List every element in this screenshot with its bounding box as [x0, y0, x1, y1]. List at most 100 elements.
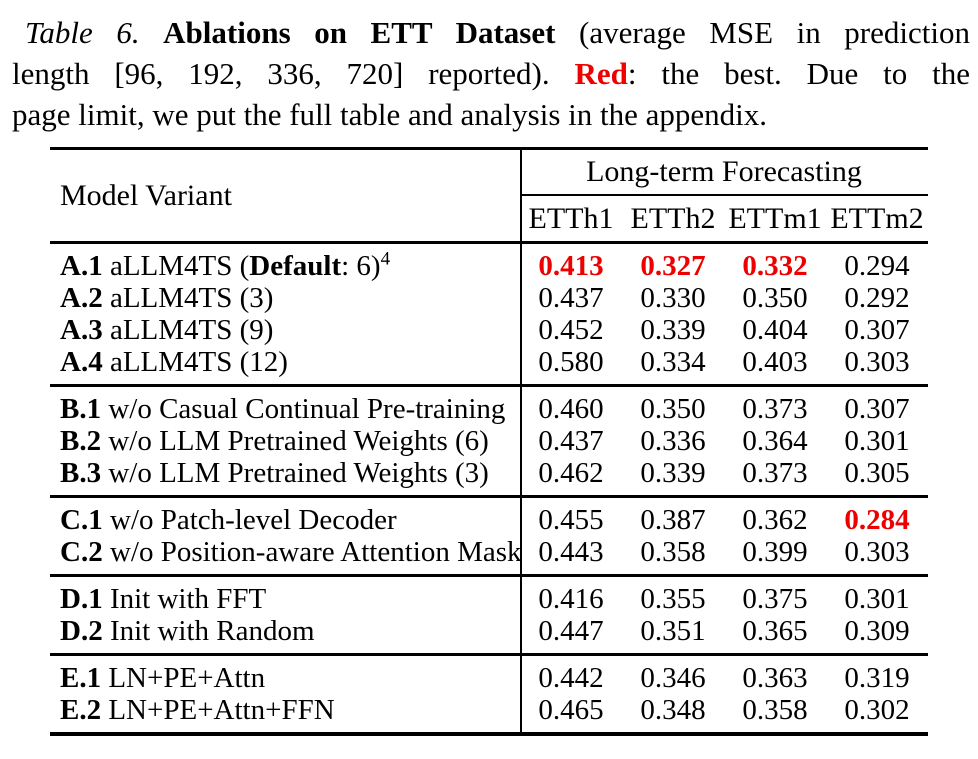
row-id: C.2	[60, 535, 103, 568]
table-group-C: C.1 w/o Patch-level Decoder 0.455 0.387 0.3…	[50, 495, 928, 574]
row-id: B.2	[60, 424, 102, 457]
row-label: C.1 w/o Patch-level Decoder	[50, 504, 520, 537]
mse-value: 0.404	[742, 313, 808, 346]
row-label: B.2 w/o LLM Pretrained Weights (6)	[50, 425, 520, 458]
mse-value: 0.413	[538, 249, 604, 282]
table-group-A: A.1 aLLM4TS (Default: 6)4 0.413 0.327 0.332…	[50, 241, 928, 384]
row-label-text: : 6)	[341, 249, 381, 282]
mse-value: 0.399	[742, 535, 808, 568]
row-label: C.2 w/o Position-aware Attention Mask	[50, 535, 522, 569]
row-label-text: LN+PE+Attn	[101, 661, 266, 694]
mse-value: 0.319	[844, 661, 910, 694]
mse-value: 0.443	[538, 535, 604, 568]
row-label-text: aLLM4TS (3)	[102, 281, 274, 314]
table-row: D.1 Init with FFT 0.416 0.355 0.375 0.301	[50, 583, 928, 615]
table-row: A.2 aLLM4TS (3) 0.437 0.330 0.350 0.292	[50, 282, 928, 314]
mse-value: 0.437	[538, 424, 604, 457]
row-label-text: Init with Random	[102, 614, 315, 647]
mse-value: 0.348	[640, 693, 706, 726]
mse-value: 0.455	[538, 503, 604, 536]
mse-value: 0.307	[844, 392, 910, 425]
table-row: A.1 aLLM4TS (Default: 6)4 0.413 0.327 0.332…	[50, 249, 928, 283]
table-row: B.1 w/o Casual Continual Pre-training 0.4…	[50, 393, 928, 425]
row-label: A.1 aLLM4TS (Default: 6)4	[50, 249, 520, 283]
row-id: B.1	[60, 392, 102, 425]
row-label-text: w/o LLM Pretrained Weights (3)	[101, 456, 489, 489]
mse-value: 0.332	[742, 249, 808, 282]
mse-value: 0.336	[640, 424, 706, 457]
caption-text: (average MSE in prediction	[555, 15, 970, 50]
mse-value: 0.364	[742, 424, 808, 457]
row-label: E.2 LN+PE+Attn+FFN	[50, 694, 520, 727]
header-group-title: Long-term Forecasting	[520, 150, 928, 196]
row-label-text: aLLM4TS (9)	[102, 313, 274, 346]
table-row: B.2 w/o LLM Pretrained Weights (6) 0.437 0…	[50, 425, 928, 457]
column-header-ettm1: ETTm1	[728, 201, 822, 235]
row-label: A.3 aLLM4TS (9)	[50, 314, 520, 347]
mse-value: 0.375	[742, 582, 808, 615]
caption-text: page limit, we put the full table and an…	[12, 97, 768, 132]
caption-title: Ablations on ETT Dataset	[163, 15, 556, 50]
mse-value: 0.292	[844, 281, 910, 314]
table-row: A.4 aLLM4TS (12) 0.580 0.334 0.403 0.303	[50, 346, 928, 378]
row-label: D.2 Init with Random	[50, 615, 520, 648]
mse-value: 0.301	[844, 582, 910, 615]
row-label-text: w/o Casual Continual Pre-training	[101, 392, 506, 425]
mse-value: 0.350	[640, 392, 706, 425]
table-row: A.3 aLLM4TS (9) 0.452 0.339 0.404 0.307	[50, 314, 928, 346]
row-id: A.1	[60, 249, 103, 282]
caption-line: page limit, we put the full table and an…	[12, 94, 970, 135]
mse-value: 0.452	[538, 313, 604, 346]
row-label: E.1 LN+PE+Attn	[50, 662, 520, 695]
mse-value: 0.307	[844, 313, 910, 346]
column-divider-rule	[520, 150, 522, 732]
header-model-variant: Model Variant	[60, 178, 232, 212]
column-header-ettm2: ETTm2	[830, 201, 924, 235]
caption-line: Table 6. Ablations on ETT Dataset (avera…	[12, 12, 970, 53]
row-id: B.3	[60, 456, 102, 489]
mse-value: 0.387	[640, 503, 706, 536]
table-group-B: B.1 w/o Casual Continual Pre-training 0.4…	[50, 384, 928, 495]
mse-value: 0.327	[640, 249, 706, 282]
mse-value: 0.303	[844, 535, 910, 568]
mse-value: 0.294	[844, 249, 910, 282]
mse-value: 0.460	[538, 392, 604, 425]
mse-value: 0.465	[538, 693, 604, 726]
ablation-table: Model Variant Long-term Forecasting ETTh…	[50, 147, 928, 736]
table-row: B.3 w/o LLM Pretrained Weights (3) 0.462 0…	[50, 457, 928, 489]
row-label: B.3 w/o LLM Pretrained Weights (3)	[50, 457, 520, 490]
row-label: A.2 aLLM4TS (3)	[50, 282, 520, 315]
caption-red-keyword: Red	[574, 56, 628, 91]
row-label-text: Default	[249, 249, 342, 282]
row-label: A.4 aLLM4TS (12)	[50, 346, 520, 379]
mse-value: 0.365	[742, 614, 808, 647]
row-id: C.1	[60, 503, 103, 536]
mse-value: 0.330	[640, 281, 706, 314]
caption-text: length [96, 192, 336, 720] reported).	[12, 56, 575, 91]
header-forecasting-block: Long-term Forecasting ETTh1 ETTh2 ETTm1 …	[520, 150, 928, 241]
row-label: D.1 Init with FFT	[50, 583, 520, 616]
mse-value: 0.447	[538, 614, 604, 647]
mse-value: 0.339	[640, 456, 706, 489]
mse-value: 0.350	[742, 281, 808, 314]
caption-line: length [96, 192, 336, 720] reported). Re…	[12, 53, 970, 94]
row-id: A.2	[60, 281, 103, 314]
column-header-etth2: ETTh2	[630, 201, 716, 235]
table-header: Model Variant Long-term Forecasting ETTh…	[50, 150, 928, 241]
mse-value: 0.339	[640, 313, 706, 346]
mse-value: 0.442	[538, 661, 604, 694]
row-label-text: Init with FFT	[102, 582, 267, 615]
row-label-text: w/o Patch-level Decoder	[102, 503, 397, 536]
row-id: D.2	[60, 614, 103, 647]
mse-value: 0.351	[640, 614, 706, 647]
mse-value: 0.437	[538, 281, 604, 314]
caption-table-label: Table 6.	[25, 15, 164, 50]
mse-value: 0.416	[538, 582, 604, 615]
mse-value: 0.580	[538, 345, 604, 378]
row-id: A.3	[60, 313, 103, 346]
mse-value: 0.358	[640, 535, 706, 568]
table-row: E.1 LN+PE+Attn 0.442 0.346 0.363 0.319	[50, 662, 928, 694]
row-label: B.1 w/o Casual Continual Pre-training	[50, 393, 520, 426]
mse-value: 0.334	[640, 345, 706, 378]
table-caption: Table 6. Ablations on ETT Dataset (avera…	[12, 12, 970, 135]
